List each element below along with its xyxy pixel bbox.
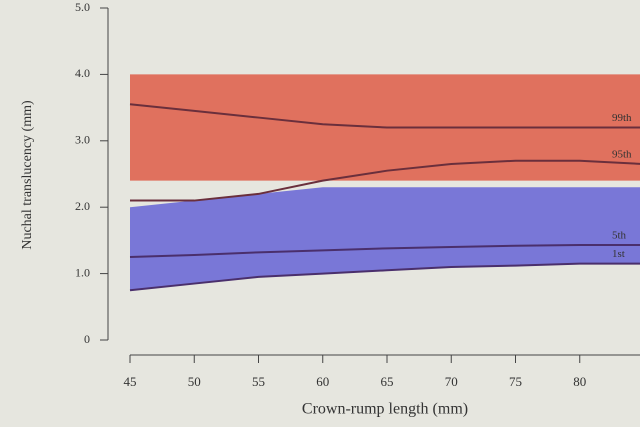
- x-tick-label: 50: [188, 374, 201, 389]
- y-tick-label: 1.0: [75, 265, 90, 279]
- y-tick-label: 5.0: [75, 0, 90, 14]
- x-tick-label: 75: [509, 374, 522, 389]
- band: [130, 187, 640, 291]
- line-label: 99th: [612, 112, 632, 124]
- x-tick-label: 45: [124, 374, 137, 389]
- y-tick-label: 3.0: [75, 133, 90, 147]
- line-label: 95th: [612, 149, 632, 161]
- y-tick-label: 2.0: [75, 199, 90, 213]
- x-tick-label: 60: [316, 374, 329, 389]
- x-tick-label: 80: [573, 374, 586, 389]
- percentile-line: [130, 159, 640, 202]
- line-label: 1st: [612, 248, 625, 260]
- percentile-line: [129, 244, 640, 258]
- percentile-line: [129, 262, 640, 292]
- percentile-line: [129, 103, 640, 129]
- y-tick-label: 4.0: [75, 66, 90, 80]
- line-label: 5th: [612, 230, 627, 242]
- y-axis-title: Nuchal translucency (mm): [20, 100, 35, 250]
- x-tick-label: 70: [445, 374, 458, 389]
- x-axis-title: Crown-rump length (mm): [302, 401, 468, 418]
- y-tick-label: 0: [84, 332, 90, 346]
- x-tick-label: 65: [381, 374, 394, 389]
- x-tick-label: 55: [252, 374, 265, 389]
